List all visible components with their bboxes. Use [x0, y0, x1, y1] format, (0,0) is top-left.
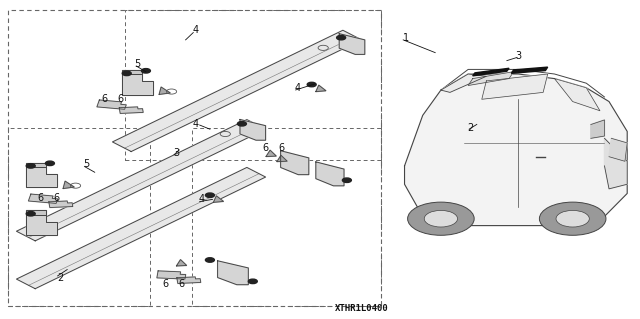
Text: 5: 5: [134, 59, 141, 69]
Text: 6: 6: [162, 279, 168, 289]
Polygon shape: [214, 196, 223, 202]
Circle shape: [122, 71, 131, 76]
Polygon shape: [339, 34, 365, 54]
Circle shape: [408, 202, 474, 235]
Text: 4: 4: [192, 25, 198, 35]
Text: 4: 4: [198, 194, 205, 204]
Text: 6: 6: [53, 193, 60, 203]
Polygon shape: [277, 155, 287, 162]
Circle shape: [540, 202, 606, 235]
Circle shape: [342, 178, 351, 182]
Polygon shape: [159, 87, 170, 94]
Polygon shape: [316, 162, 344, 186]
Polygon shape: [26, 163, 46, 167]
Polygon shape: [554, 78, 600, 111]
Text: 4: 4: [294, 83, 301, 93]
Polygon shape: [609, 138, 627, 161]
Polygon shape: [316, 85, 326, 92]
Text: 6: 6: [101, 94, 108, 104]
Polygon shape: [511, 67, 548, 73]
Polygon shape: [473, 68, 509, 76]
Polygon shape: [49, 201, 73, 208]
Polygon shape: [122, 74, 154, 95]
Circle shape: [26, 211, 35, 216]
Text: 6: 6: [278, 143, 285, 153]
Polygon shape: [441, 74, 486, 93]
Circle shape: [45, 161, 54, 166]
Polygon shape: [97, 100, 126, 109]
Circle shape: [26, 164, 35, 168]
Polygon shape: [113, 30, 362, 152]
Circle shape: [556, 211, 589, 227]
Polygon shape: [26, 211, 46, 214]
Polygon shape: [17, 167, 266, 289]
Circle shape: [205, 258, 214, 262]
Polygon shape: [63, 181, 74, 189]
Text: 6: 6: [262, 143, 269, 153]
Text: 3: 3: [173, 148, 179, 158]
Polygon shape: [119, 107, 143, 114]
Circle shape: [141, 69, 150, 73]
Text: 4: 4: [192, 119, 198, 130]
Text: 6: 6: [117, 94, 124, 104]
Polygon shape: [177, 260, 187, 266]
Polygon shape: [157, 271, 186, 279]
Text: 2: 2: [58, 272, 64, 283]
Text: 6: 6: [37, 193, 44, 203]
Polygon shape: [482, 74, 548, 99]
Polygon shape: [404, 74, 627, 226]
Text: 3: 3: [515, 51, 522, 61]
Polygon shape: [28, 194, 58, 204]
Polygon shape: [468, 72, 514, 85]
Text: 5: 5: [83, 159, 90, 169]
Polygon shape: [605, 138, 627, 189]
Polygon shape: [280, 151, 309, 175]
Text: 6: 6: [178, 279, 184, 289]
Circle shape: [205, 193, 214, 197]
Polygon shape: [26, 167, 58, 188]
Circle shape: [337, 35, 346, 40]
Polygon shape: [218, 261, 248, 285]
Polygon shape: [266, 150, 276, 157]
Text: XTHR1L0400: XTHR1L0400: [335, 304, 388, 313]
Polygon shape: [122, 70, 142, 74]
Text: 1: 1: [403, 33, 410, 43]
Circle shape: [248, 279, 257, 284]
Polygon shape: [591, 120, 605, 138]
Circle shape: [237, 122, 246, 126]
Polygon shape: [240, 120, 266, 140]
Polygon shape: [177, 277, 201, 284]
Circle shape: [307, 82, 316, 87]
Polygon shape: [17, 120, 266, 241]
Circle shape: [424, 211, 458, 227]
Polygon shape: [26, 214, 58, 235]
Text: 2: 2: [467, 122, 474, 133]
